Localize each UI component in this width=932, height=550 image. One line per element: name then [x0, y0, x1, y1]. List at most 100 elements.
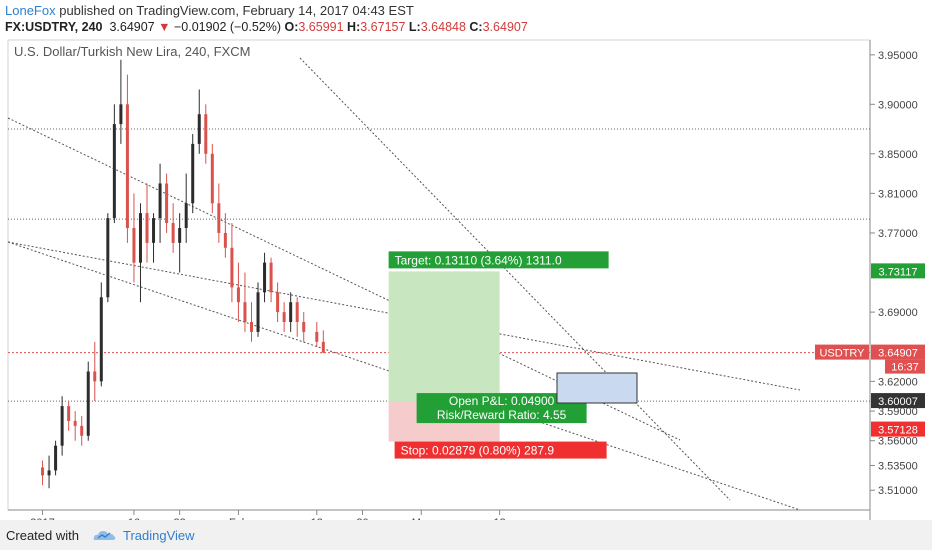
down-arrow-icon: ▼ [158, 20, 171, 34]
candle[interactable] [86, 361, 90, 441]
candle[interactable] [60, 396, 64, 456]
candle[interactable] [269, 257, 273, 303]
candle[interactable] [41, 460, 45, 486]
candle[interactable] [289, 292, 293, 332]
ratio-label: Risk/Reward Ratio: 4.55 [437, 408, 567, 422]
close-label: C: [469, 20, 483, 34]
price-chart[interactable]: U.S. Dollar/Turkish New Lira, 240, FXCM … [0, 0, 932, 520]
candle[interactable] [243, 272, 247, 332]
candle-body [197, 114, 201, 144]
high-label: H: [347, 20, 361, 34]
candle[interactable] [93, 341, 97, 402]
candle-body [73, 420, 77, 426]
x-tick-label: Feb [229, 517, 248, 520]
target-zone[interactable] [388, 271, 500, 402]
x-tick-label: 20 [356, 517, 368, 520]
x-tick-label: 2017 [30, 517, 54, 520]
candle-body [282, 312, 286, 322]
open-value: 3.65991 [298, 20, 344, 34]
candle-body [54, 445, 58, 471]
candle-body [204, 114, 208, 154]
candle-body [269, 262, 273, 293]
high-value: 3.67157 [360, 20, 406, 34]
y-tick-label: 3.59000 [878, 406, 918, 418]
candle[interactable] [178, 213, 182, 273]
candle[interactable] [54, 440, 58, 476]
candle[interactable] [99, 282, 103, 387]
x-tick-label: 16 [128, 517, 140, 520]
target-price-box [871, 263, 925, 279]
candle-body [315, 331, 319, 342]
candle[interactable] [295, 297, 299, 337]
candle-body [263, 262, 267, 293]
tradingview-brand[interactable]: TradingView [123, 528, 195, 543]
trendline-descending[interactable] [299, 57, 731, 501]
countdown-label: 16:37 [891, 362, 919, 374]
symbol-label: FX:USDTRY, 240 [5, 20, 103, 34]
candle-body [217, 203, 221, 233]
candle[interactable] [132, 193, 136, 283]
stop-label-box [394, 441, 607, 459]
candle-body [158, 183, 162, 219]
candle[interactable] [73, 411, 77, 441]
stop-price-box [871, 421, 925, 437]
stop-label: Stop: 0.02879 (0.80%) 287.9 [401, 444, 555, 458]
candle[interactable] [125, 74, 129, 243]
candle[interactable] [145, 183, 149, 263]
candle[interactable] [223, 213, 227, 258]
open-label: O: [284, 20, 299, 34]
highlight-box[interactable] [556, 372, 638, 404]
target-price-label: 3.73117 [879, 266, 918, 278]
candle[interactable] [191, 134, 195, 214]
pl-label: Open P&L: 0.04900 [449, 394, 555, 408]
candle-body [243, 302, 247, 322]
candle-body [112, 124, 116, 219]
candle[interactable] [276, 282, 280, 322]
candle[interactable] [230, 223, 234, 303]
candle[interactable] [321, 330, 325, 354]
candle[interactable] [263, 252, 267, 303]
entry-price-label: 3.60007 [878, 396, 918, 408]
candle[interactable] [80, 416, 84, 446]
x-tick-label: 13 [311, 517, 323, 520]
trendline-ray-2[interactable] [7, 241, 801, 511]
candle[interactable] [256, 282, 260, 337]
candle-body [236, 287, 240, 303]
candle[interactable] [210, 143, 214, 214]
candle-body [41, 467, 45, 476]
candle[interactable] [152, 213, 156, 263]
candle[interactable] [249, 302, 253, 342]
candle[interactable] [236, 262, 240, 322]
author-link[interactable]: LoneFox [5, 3, 56, 18]
candle-body [191, 143, 195, 204]
created-with-label: Created with [6, 528, 79, 543]
candle[interactable] [67, 401, 71, 431]
candle[interactable] [158, 163, 162, 243]
candles [41, 59, 325, 489]
price-axis-labels: USDTRY 3.64907 16:37 3.73117 3.60007 3.57128 [815, 263, 925, 437]
candle[interactable] [47, 455, 51, 489]
candle[interactable] [282, 302, 286, 332]
candle[interactable] [184, 173, 188, 243]
candle-body [152, 218, 156, 243]
candle-body [145, 213, 149, 243]
candle[interactable] [302, 312, 306, 342]
candle[interactable] [138, 203, 142, 303]
candle[interactable] [106, 213, 110, 303]
candle[interactable] [171, 203, 175, 253]
candle[interactable] [204, 104, 208, 164]
candle-body [230, 247, 234, 288]
candle[interactable] [112, 104, 116, 224]
y-tick-label: 3.51000 [878, 485, 918, 497]
candle-body [256, 292, 260, 332]
candle-body [67, 406, 71, 421]
candle-body [47, 470, 51, 476]
candle[interactable] [217, 183, 221, 243]
chart-title: U.S. Dollar/Turkish New Lira, 240, FXCM [14, 44, 250, 59]
y-tick-label: 3.81000 [878, 188, 918, 200]
candle[interactable] [165, 173, 169, 233]
candle[interactable] [315, 322, 319, 347]
candle[interactable] [197, 89, 201, 154]
x-tick-label: Mar [412, 517, 431, 520]
candle[interactable] [119, 59, 123, 144]
